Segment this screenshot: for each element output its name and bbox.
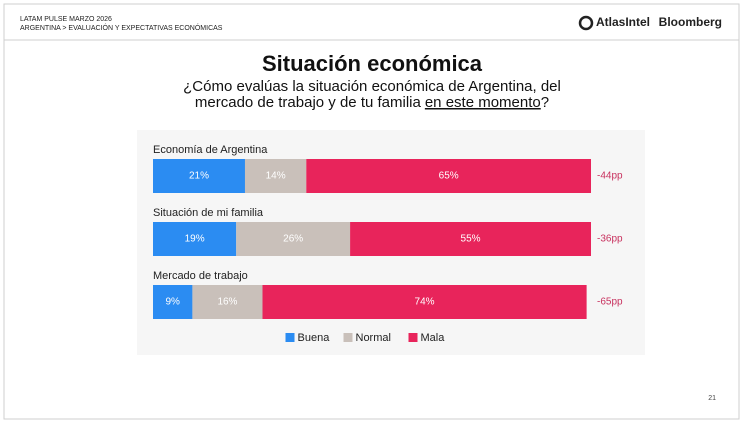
bar-segment	[244, 159, 307, 193]
page-number: 21	[708, 395, 716, 402]
bar-segment	[153, 159, 245, 193]
net-annotation: -65pp	[597, 297, 623, 308]
category-label: Economía de Argentina	[153, 144, 268, 156]
value-label: 65%	[439, 171, 459, 182]
net-annotation: -44pp	[597, 171, 623, 182]
value-label: 26%	[283, 234, 303, 245]
bar-segment	[192, 285, 263, 319]
bar-segment	[306, 159, 591, 193]
category-label: Situación de mi familia	[153, 207, 264, 219]
bar-segment	[153, 285, 193, 319]
bloomberg-logo: Bloomberg	[659, 15, 722, 29]
value-label: 14%	[266, 171, 286, 182]
bar-segment	[350, 222, 591, 256]
legend-swatch	[285, 333, 295, 342]
net-annotation: -36pp	[597, 234, 623, 245]
value-label: 16%	[217, 297, 237, 308]
value-label: 9%	[165, 297, 180, 308]
category-label: Mercado de trabajo	[153, 270, 248, 282]
legend-label: Mala	[421, 332, 446, 344]
report-label: LATAM PULSE MARZO 2026	[20, 16, 112, 23]
subtitle: mercado de trabajo y de tu familia en est…	[195, 94, 549, 111]
chart-title: Situación económica	[262, 51, 483, 76]
bar-segment	[262, 285, 587, 319]
atlas-logo: AtlasIntel	[596, 15, 650, 29]
legend-label: Buena	[298, 332, 331, 344]
legend-swatch	[408, 333, 418, 342]
subtitle-emphasis: en este momento	[425, 94, 541, 111]
value-label: 74%	[415, 297, 435, 308]
legend-swatch	[343, 333, 353, 342]
atlas-icon	[578, 15, 594, 31]
value-label: 19%	[185, 234, 205, 245]
subtitle-text: mercado de trabajo y de tu familia	[195, 94, 422, 111]
bar-segment	[153, 222, 237, 256]
legend-label: Normal	[356, 332, 391, 344]
value-label: 21%	[189, 171, 209, 182]
value-label: 55%	[461, 234, 481, 245]
section-label: ARGENTINA > EVALUACIÓN Y EXPECTATIVAS EC…	[20, 23, 223, 32]
bar-segment	[236, 222, 351, 256]
subtitle: ¿Cómo evalúas la situación económica de …	[183, 78, 561, 95]
subtitle-end: ?	[541, 94, 549, 111]
